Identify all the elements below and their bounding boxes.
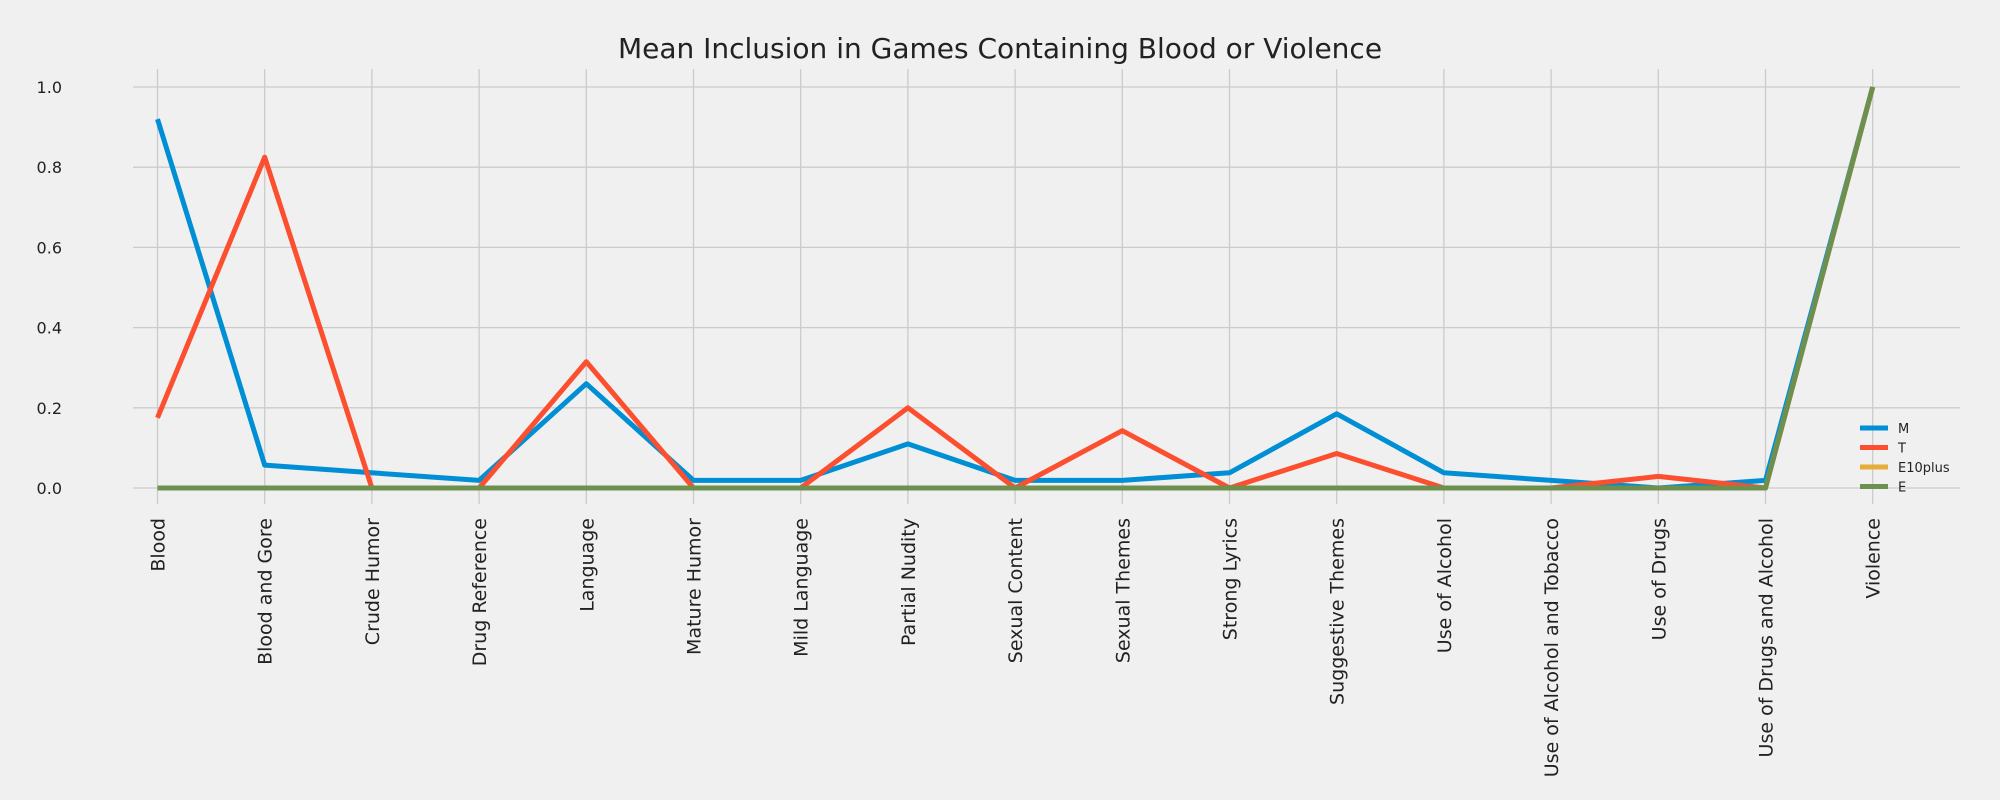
y-tick-label: 0.6: [37, 238, 62, 257]
legend-label-m: M: [1898, 422, 1909, 437]
x-tick-label: Drug Reference: [469, 518, 491, 666]
x-tick-label: Partial Nudity: [898, 518, 920, 646]
y-axis-ticks: 0.0 0.2 0.4 0.6 0.8 1.0: [37, 78, 62, 498]
x-tick-label: Blood: [148, 518, 170, 572]
x-tick-label: Sexual Content: [1005, 518, 1027, 663]
grid: [133, 69, 1960, 504]
x-tick-label: Strong Lyrics: [1220, 518, 1242, 640]
series-line-e: [157, 86, 1876, 491]
y-tick-label: 0.0: [37, 479, 62, 498]
x-tick-label: Sexual Themes: [1112, 518, 1134, 663]
x-tick-label: Use of Drugs and Alcohol: [1756, 518, 1778, 757]
x-tick-label: Mature Humor: [684, 518, 706, 655]
y-tick-label: 1.0: [37, 78, 62, 97]
legend-label-e10plus: E10plus: [1898, 461, 1950, 476]
x-tick-label: Blood and Gore: [255, 518, 277, 665]
legend-label-e: E: [1898, 481, 1906, 496]
y-tick-label: 0.4: [37, 319, 62, 338]
x-tick-label: Language: [576, 518, 598, 612]
x-tick-label: Use of Alcohol and Tobacco: [1541, 518, 1563, 777]
series-lines: [155, 86, 1876, 491]
x-tick-label: Suggestive Themes: [1327, 518, 1349, 705]
chart-title: Mean Inclusion in Games Containing Blood…: [618, 32, 1382, 65]
x-tick-label: Crude Humor: [362, 518, 384, 645]
legend-label-t: T: [1897, 442, 1906, 457]
y-tick-label: 0.8: [37, 158, 62, 177]
x-tick-label: Use of Drugs: [1648, 518, 1670, 640]
y-tick-label: 0.2: [37, 399, 62, 418]
x-axis-ticks: Blood Blood and Gore Crude Humor Drug Refer…: [148, 518, 1885, 777]
x-tick-label: Violence: [1863, 518, 1885, 599]
x-tick-label: Use of Alcohol: [1434, 518, 1456, 653]
legend: MT E10plus E: [1860, 422, 1950, 496]
x-tick-label: Mild Language: [791, 518, 813, 657]
